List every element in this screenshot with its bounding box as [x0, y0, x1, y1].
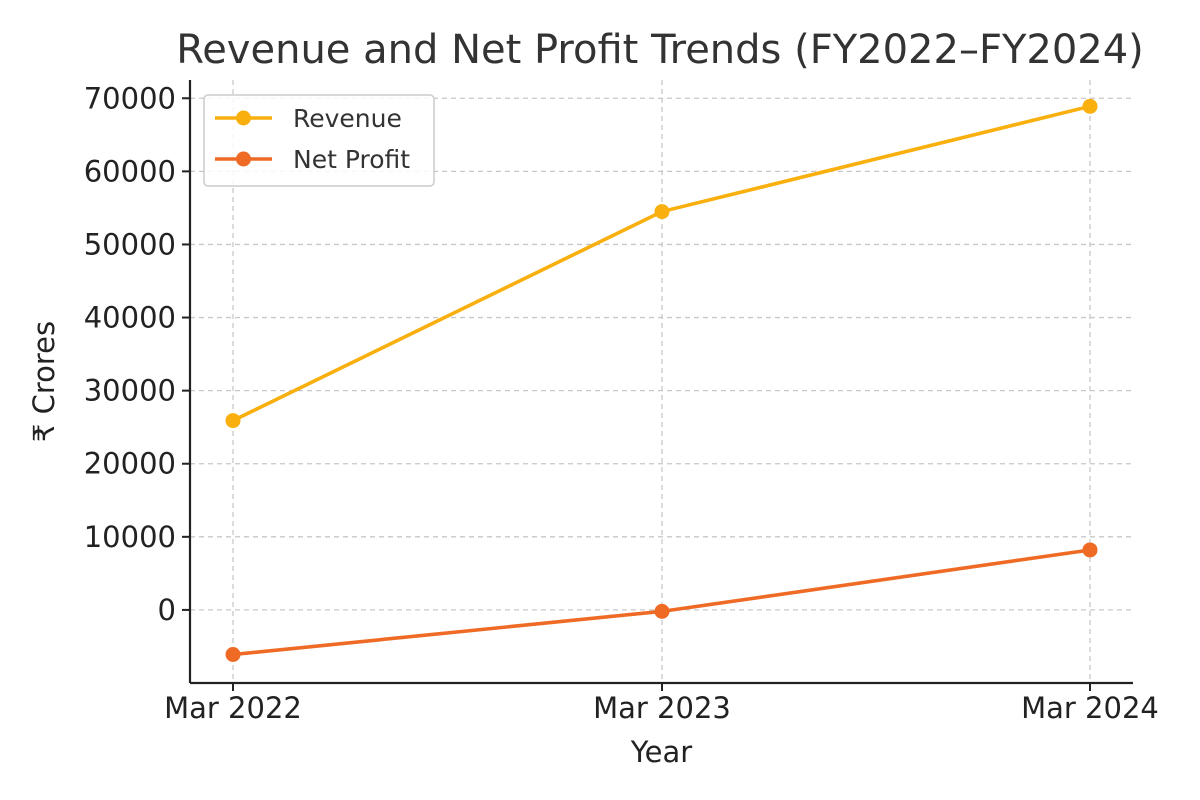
revenue-point — [654, 204, 670, 220]
legend-marker-revenue — [236, 110, 251, 126]
y-tick-label: 30000 — [84, 374, 176, 408]
series-revenue — [225, 98, 1098, 429]
y-tick-label: 50000 — [84, 227, 176, 261]
net-profit-point — [225, 646, 241, 662]
y-tick-label: 70000 — [84, 81, 176, 115]
y-tick-label: 20000 — [84, 447, 176, 481]
legend-label-net-profit: Net Profit — [293, 145, 410, 174]
chart-title: Revenue and Net Profit Trends (FY2022–FY… — [176, 27, 1144, 73]
tick-labels: 0 10000 20000 30000 40000 50000 60000 70000 Mar … — [84, 81, 1159, 725]
net-profit-point — [654, 603, 670, 619]
y-axis-label: ₹ Crores — [27, 321, 61, 442]
x-tick-label: Mar 2023 — [593, 691, 731, 725]
y-tick-label: 60000 — [84, 154, 176, 188]
y-tick-label: 0 — [158, 593, 176, 627]
revenue-point — [1082, 98, 1098, 114]
data-series — [225, 98, 1098, 662]
net-profit-point — [1082, 542, 1098, 558]
y-tick-label: 10000 — [84, 520, 176, 554]
series-net-profit — [225, 542, 1098, 662]
legend-label-revenue: Revenue — [293, 104, 402, 133]
y-tick-label: 40000 — [84, 301, 176, 335]
x-tick-label: Mar 2022 — [164, 691, 302, 725]
legend-marker-net-profit — [236, 151, 251, 167]
legend: Revenue Net Profit — [203, 94, 435, 187]
x-tick-label: Mar 2024 — [1021, 691, 1159, 725]
revenue-point — [225, 413, 241, 429]
x-axis-label: Year — [630, 735, 692, 769]
